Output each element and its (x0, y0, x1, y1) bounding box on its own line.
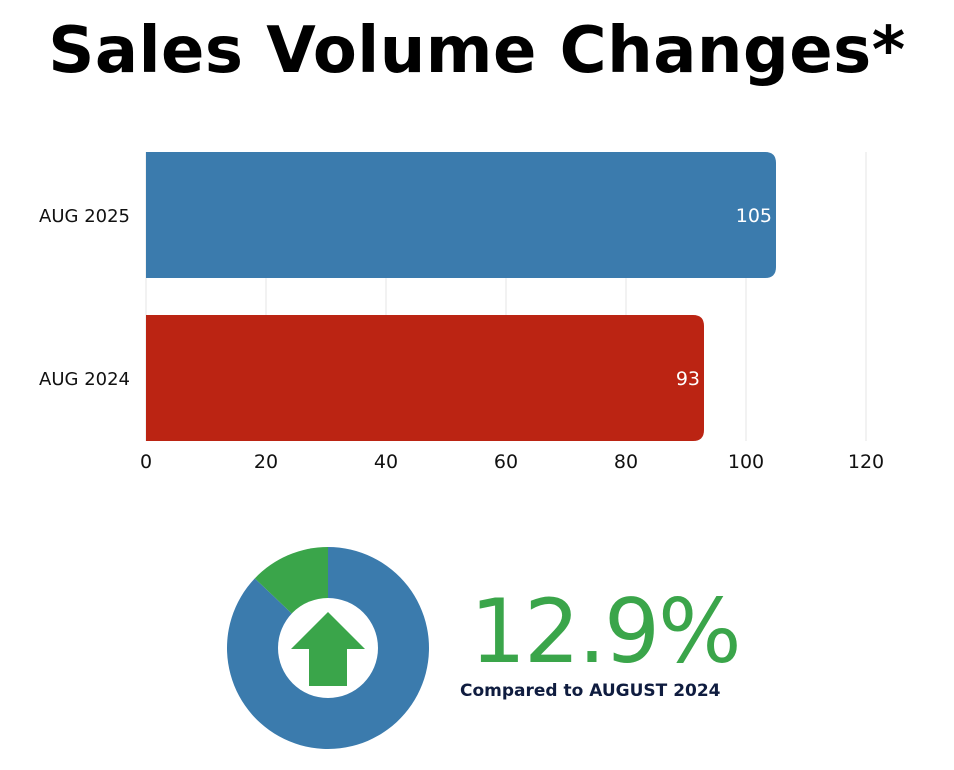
comparison-text: Compared to AUGUST 2024 (460, 681, 721, 701)
x-tick-label: 120 (848, 451, 884, 473)
category-label: AUG 2025 (39, 206, 130, 227)
bar-data-label: 93 (676, 368, 700, 390)
bar (146, 152, 776, 278)
x-tick-label: 0 (140, 451, 152, 473)
category-label: AUG 2024 (39, 369, 130, 390)
x-tick-label: 40 (374, 451, 398, 473)
page-title: Sales Volume Changes* (48, 14, 906, 88)
x-tick-label: 80 (614, 451, 638, 473)
x-tick-label: 100 (728, 451, 764, 473)
bar-chart: 105 93 AUG 2025 AUG 2024 0 20 40 60 80 100 120 (39, 152, 884, 473)
bar (146, 315, 704, 441)
x-tick-label: 20 (254, 451, 278, 473)
x-tick-label: 60 (494, 451, 518, 473)
category-labels: AUG 2025 AUG 2024 (39, 206, 130, 390)
bars: 105 93 (146, 152, 776, 441)
x-axis-ticks: 0 20 40 60 80 100 120 (140, 451, 884, 473)
percent-change: 12.9% (470, 580, 742, 683)
bar-data-label: 105 (736, 205, 772, 227)
up-arrow-icon (291, 612, 365, 686)
